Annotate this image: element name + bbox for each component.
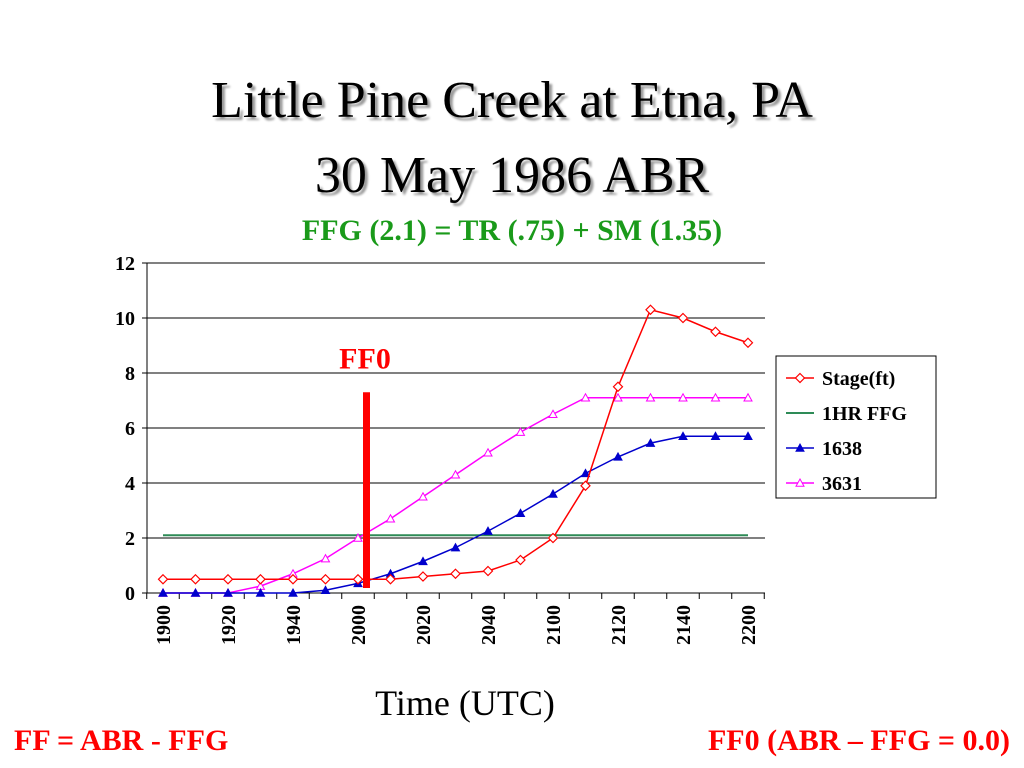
data-point-1638 [418,556,428,566]
data-point-stage-ft [710,326,721,338]
data-point-3631 [743,392,753,402]
data-point-3631 [515,427,526,436]
series-stage-ft [157,304,754,585]
data-point-3631 [613,392,623,402]
data-point-3631 [645,392,656,402]
ff0-label: FF0 [339,342,391,375]
gridlines [147,262,765,539]
data-point-stage-ft [645,304,656,316]
data-point-3631 [580,392,591,402]
data-point-stage-ft [515,554,526,566]
data-point-3631 [483,447,493,457]
data-point-stage-ft [417,571,429,582]
ffg-equation: FFG (2.1) = TR (.75) + SM (1.35) [301,214,723,247]
slide-title-line2: 30 May 1986 ABR [314,147,710,204]
data-point-1638 [450,542,461,552]
data-point-stage-ft [190,573,201,585]
series-line-3631 [163,397,748,594]
y-tick-label: 0 [125,583,135,605]
data-point-stage-ft [450,568,461,580]
data-point-1638 [255,587,266,597]
data-point-stage-ft [222,573,234,585]
data-point-3631 [710,392,721,402]
data-point-stage-ft [320,573,331,585]
series-line-stage-ft [163,308,749,580]
data-point-1638 [645,438,656,447]
data-point-1638 [580,468,591,478]
footer-left-formula: FF = ABR - FFG [14,724,229,757]
data-point-stage-ft [580,480,591,492]
x-tick-label: 1900 [153,605,175,645]
tick-labels: 0 2 4 6 8 10 12 1900 1920 1940 2000 2020 2040 2100 212… [115,253,760,645]
data-point-3631 [450,469,461,479]
y-tick-label: 12 [115,253,135,275]
y-tick-label: 10 [115,308,135,330]
data-point-stage-ft [385,573,396,585]
slide-title-line1: Little Pine Creek at Etna, PA [211,72,813,129]
legend: Stage(ft) 1HR FFG 1638 3631 [775,355,937,499]
legend-marker-3631 [795,477,805,487]
data-point-stage-ft [287,573,299,585]
footer-right-formula: FF0 (ABR – FFG = 0.0) [707,724,1010,757]
data-point-1638 [548,488,558,498]
data-point-stage-ft [612,381,624,393]
legend-label-1hr-ffg: 1HR FFG [822,403,907,425]
y-tick-label: 8 [125,363,135,385]
x-tick-label: 2000 [348,605,370,645]
data-point-1638 [223,587,233,597]
data-point-3631 [385,513,396,523]
legend-label-1638: 1638 [822,438,862,460]
series-1638 [158,431,753,597]
data-point-1638 [613,451,623,461]
data-point-stage-ft [352,573,364,585]
x-tick-label: 2140 [673,605,695,645]
data-point-stage-ft [157,573,169,585]
x-tick-label: 1940 [283,605,305,645]
x-tick-label: 2200 [738,605,760,645]
x-tick-label: 2100 [543,605,565,645]
legend-label-3631: 3631 [822,473,862,495]
x-tick-label: 2040 [478,605,500,645]
data-point-1638 [743,431,753,440]
data-point-3631 [548,409,558,418]
x-tick-label: 2020 [413,605,435,645]
data-point-3631 [678,392,688,402]
data-point-1638 [190,587,201,597]
data-point-1638 [678,431,688,440]
data-point-3631 [418,491,428,501]
series-3631 [158,392,753,597]
x-axis-label: Time (UTC) [375,683,555,723]
y-tick-label: 2 [125,528,135,550]
data-point-stage-ft [482,565,494,577]
legend-marker-1638 [795,442,805,452]
y-tick-label: 4 [125,473,135,495]
legend-marker-stage-ft [794,372,806,384]
x-tick-label: 1920 [218,605,240,645]
data-point-1638 [288,587,298,597]
data-point-stage-ft [255,573,266,585]
data-point-3631 [353,532,363,542]
legend-label-stage-ft: Stage(ft) [822,368,895,390]
y-tick-label: 6 [125,418,135,440]
data-point-1638 [483,526,493,535]
annotation-group: FF0 [339,342,391,588]
data-point-stage-ft [547,532,559,544]
data-point-1638 [515,508,526,517]
series-group [157,304,754,597]
data-point-1638 [158,587,168,597]
data-point-1638 [710,431,721,440]
data-point-stage-ft [677,312,689,324]
data-point-3631 [320,553,331,563]
x-tick-label: 2120 [608,605,630,645]
data-point-stage-ft [742,337,754,349]
data-point-1638 [320,585,331,594]
